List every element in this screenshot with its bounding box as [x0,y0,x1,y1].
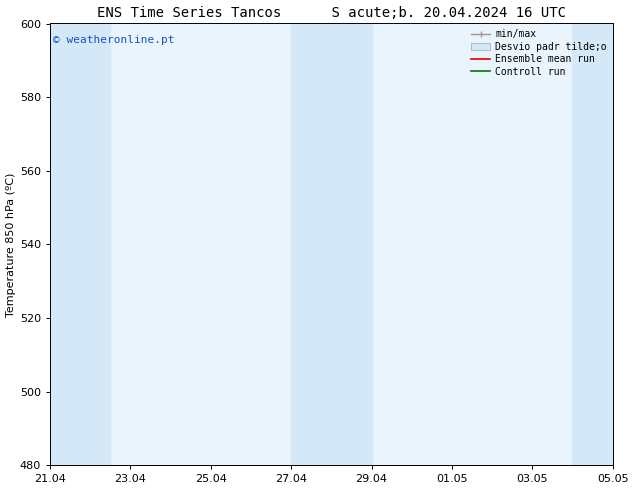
Bar [291,24,372,465]
Legend: min/max, Desvio padr tilde;o, Ensemble mean run, Controll run: min/max, Desvio padr tilde;o, Ensemble m… [467,25,611,80]
Bar [50,24,110,465]
Title: ENS Time Series Tancos      S acute;b. 20.04.2024 16 UTC: ENS Time Series Tancos S acute;b. 20.04.… [97,5,566,20]
Text: © weatheronline.pt: © weatheronline.pt [53,35,174,45]
Bar [573,24,612,465]
Y-axis label: Temperature 850 hPa (ºC): Temperature 850 hPa (ºC) [6,172,16,317]
